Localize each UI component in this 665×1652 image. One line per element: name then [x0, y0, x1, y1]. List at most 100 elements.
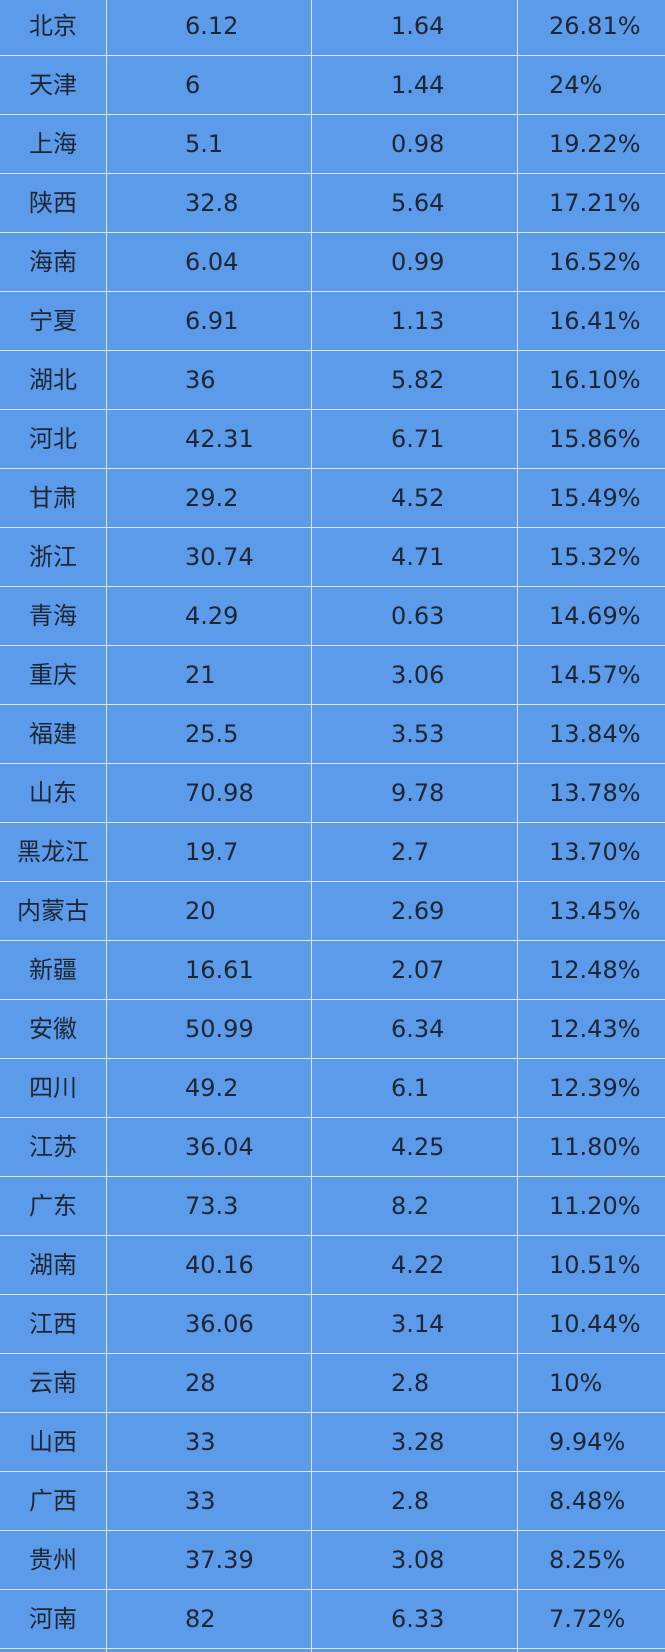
value-cell: 33 [185, 1487, 216, 1515]
province-cell: 四川 [29, 1074, 77, 1102]
value-cell: 36 [185, 366, 216, 394]
value-cell: 37.39 [185, 1546, 254, 1574]
percent-cell: 15.32% [549, 543, 641, 571]
value-cell: 49.2 [185, 1074, 239, 1102]
table-row: 云南 28 2.8 10% [0, 1354, 665, 1413]
table-row: 青海 4.29 0.63 14.69% [0, 587, 665, 646]
value-cell: 4.22 [391, 1251, 445, 1279]
value-cell: 1.13 [391, 307, 445, 335]
province-cell: 河北 [29, 425, 77, 453]
value-cell: 6.1 [391, 1074, 430, 1102]
percent-cell: 11.80% [549, 1133, 641, 1161]
table-row: 湖南 40.16 4.22 10.51% [0, 1236, 665, 1295]
percent-cell: 16.41% [549, 307, 641, 335]
percent-cell: 10% [549, 1369, 603, 1397]
value-cell: 4.29 [185, 602, 239, 630]
province-cell: 上海 [29, 130, 77, 158]
province-cell: 山西 [29, 1428, 77, 1456]
table-row: 黑龙江 19.7 2.7 13.70% [0, 823, 665, 882]
table-row: 海南 6.04 0.99 16.52% [0, 233, 665, 292]
value-cell: 40.16 [185, 1251, 254, 1279]
percent-cell: 9.94% [549, 1428, 626, 1456]
percent-cell: 12.43% [549, 1015, 641, 1043]
table-row: 天津 6 1.44 24% [0, 56, 665, 115]
table-row: 江西 36.06 3.14 10.44% [0, 1295, 665, 1354]
value-cell: 36.04 [185, 1133, 254, 1161]
value-cell: 42.31 [185, 425, 254, 453]
value-cell: 1.64 [391, 12, 445, 40]
table-row: 河北 42.31 6.71 15.86% [0, 410, 665, 469]
value-cell: 32.8 [185, 189, 239, 217]
table-row: 宁夏 6.91 1.13 16.41% [0, 292, 665, 351]
value-cell: 5.64 [391, 189, 445, 217]
table-row: 重庆 21 3.06 14.57% [0, 646, 665, 705]
value-cell: 6.34 [391, 1015, 445, 1043]
percent-cell: 13.45% [549, 897, 641, 925]
table-row: 山东 70.98 9.78 13.78% [0, 764, 665, 823]
table-row: 山西 33 3.28 9.94% [0, 1413, 665, 1472]
percent-cell: 16.10% [549, 366, 641, 394]
value-cell: 0.98 [391, 130, 445, 158]
province-cell: 甘肃 [29, 484, 77, 512]
province-cell: 北京 [29, 12, 77, 40]
value-cell: 1.44 [391, 71, 445, 99]
value-cell: 9.78 [391, 779, 445, 807]
percent-cell: 13.84% [549, 720, 641, 748]
province-cell: 海南 [29, 248, 77, 276]
province-cell: 重庆 [29, 661, 77, 689]
percent-cell: 12.48% [549, 956, 641, 984]
value-cell: 4.52 [391, 484, 445, 512]
value-cell: 2.69 [391, 897, 445, 925]
value-cell: 3.28 [391, 1428, 445, 1456]
value-cell: 2.8 [391, 1487, 430, 1515]
value-cell: 6.71 [391, 425, 445, 453]
value-cell: 8.2 [391, 1192, 430, 1220]
percent-cell: 26.81% [549, 12, 641, 40]
percent-cell: 13.70% [549, 838, 641, 866]
table-row: 广东 73.3 8.2 11.20% [0, 1177, 665, 1236]
value-cell: 16.61 [185, 956, 254, 984]
percent-cell: 10.44% [549, 1310, 641, 1338]
value-cell: 30.74 [185, 543, 254, 571]
table-row: 北京 6.12 1.64 26.81% [0, 0, 665, 56]
province-cell: 贵州 [29, 1546, 77, 1574]
value-cell: 6 [185, 71, 201, 99]
value-cell: 5.1 [185, 130, 224, 158]
table-row: 广西 33 2.8 8.48% [0, 1472, 665, 1531]
value-cell: 2.7 [391, 838, 430, 866]
province-cell: 广东 [29, 1192, 77, 1220]
table-row: 贵州 37.39 3.08 8.25% [0, 1531, 665, 1590]
value-cell: 82 [185, 1605, 216, 1633]
percent-cell: 15.86% [549, 425, 641, 453]
province-cell: 浙江 [29, 543, 77, 571]
column-divider [517, 0, 518, 1652]
province-cell: 广西 [29, 1487, 77, 1515]
value-cell: 19.7 [185, 838, 239, 866]
province-cell: 安徽 [29, 1015, 77, 1043]
value-cell: 4.25 [391, 1133, 445, 1161]
column-divider [106, 0, 107, 1652]
province-cell: 黑龙江 [17, 838, 89, 866]
province-cell: 宁夏 [29, 307, 77, 335]
province-cell: 河南 [29, 1605, 77, 1633]
province-cell: 云南 [29, 1369, 77, 1397]
province-cell: 青海 [29, 602, 77, 630]
value-cell: 36.06 [185, 1310, 254, 1338]
column-divider [311, 0, 312, 1652]
value-cell: 6.04 [185, 248, 239, 276]
value-cell: 2.8 [391, 1369, 430, 1397]
value-cell: 3.14 [391, 1310, 445, 1338]
percent-cell: 13.78% [549, 779, 641, 807]
percent-cell: 14.69% [549, 602, 641, 630]
percent-cell: 14.57% [549, 661, 641, 689]
value-cell: 33 [185, 1428, 216, 1456]
province-cell: 天津 [29, 71, 77, 99]
province-cell: 江苏 [29, 1133, 77, 1161]
value-cell: 28 [185, 1369, 216, 1397]
table-row: 内蒙古 20 2.69 13.45% [0, 882, 665, 941]
value-cell: 20 [185, 897, 216, 925]
value-cell: 6.33 [391, 1605, 445, 1633]
value-cell: 5.82 [391, 366, 445, 394]
table-row: 甘肃 29.2 4.52 15.49% [0, 469, 665, 528]
